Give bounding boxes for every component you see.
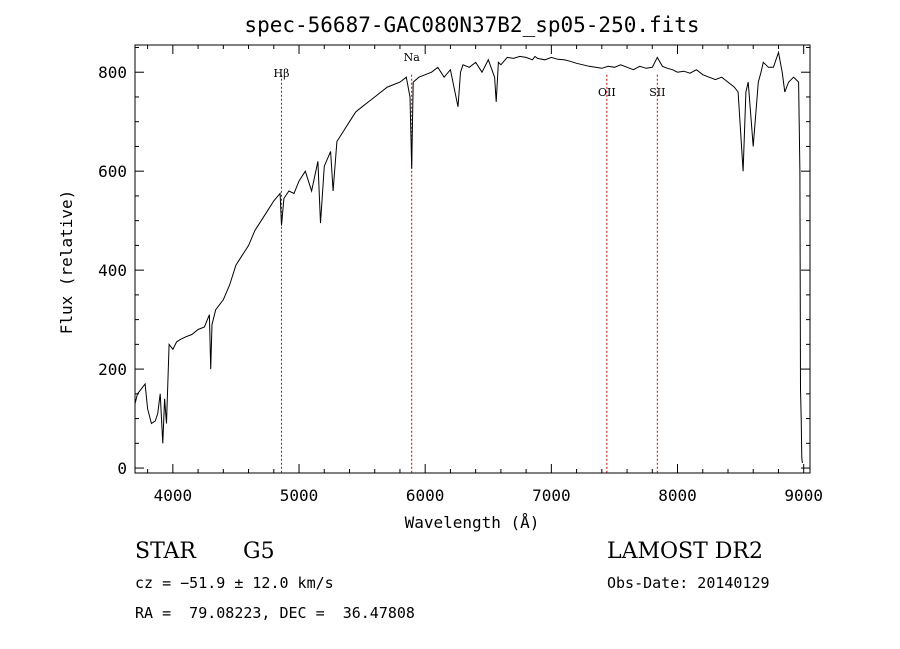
x-tick-label: 5000 <box>280 486 319 505</box>
line-markers: Hβ Na OII SII <box>274 51 665 473</box>
x-tick-label: 8000 <box>658 486 697 505</box>
y-tick-label: 800 <box>98 63 127 82</box>
line-marker-label: Hβ <box>274 67 290 80</box>
object-type: STAR <box>135 539 196 564</box>
chart-title: spec-56687-GAC080N37B2_sp05-250.fits <box>244 13 699 37</box>
x-axis-label: Wavelength (Å) <box>405 513 540 532</box>
y-tick-label: 600 <box>98 162 127 181</box>
x-tick-label: 7000 <box>532 486 571 505</box>
redshift-velocity: cz = −51.9 ± 12.0 km/s <box>135 574 334 592</box>
spectrum-series-line <box>134 50 803 464</box>
object-subclass: G5 <box>243 539 275 564</box>
line-marker-label: OII <box>598 86 616 99</box>
y-tick-label: 0 <box>117 459 127 478</box>
line-marker-label: SII <box>649 86 665 99</box>
x-tick-label: 4000 <box>154 486 193 505</box>
y-axis: 0 200 400 600 800 <box>98 46 810 478</box>
survey-name: LAMOST DR2 <box>607 539 763 564</box>
x-tick-label: 6000 <box>406 486 445 505</box>
x-axis: 4000 5000 6000 7000 8000 9000 <box>147 45 823 505</box>
coordinates: RA = 79.08223, DEC = 36.47808 <box>135 604 415 622</box>
y-axis-label: Flux (relative) <box>57 190 76 335</box>
y-tick-label: 200 <box>98 360 127 379</box>
observation-date: Obs-Date: 20140129 <box>607 574 770 592</box>
x-tick-label: 9000 <box>784 486 823 505</box>
y-tick-label: 400 <box>98 261 127 280</box>
line-marker-label: Na <box>404 51 421 64</box>
plot-frame <box>134 44 811 474</box>
